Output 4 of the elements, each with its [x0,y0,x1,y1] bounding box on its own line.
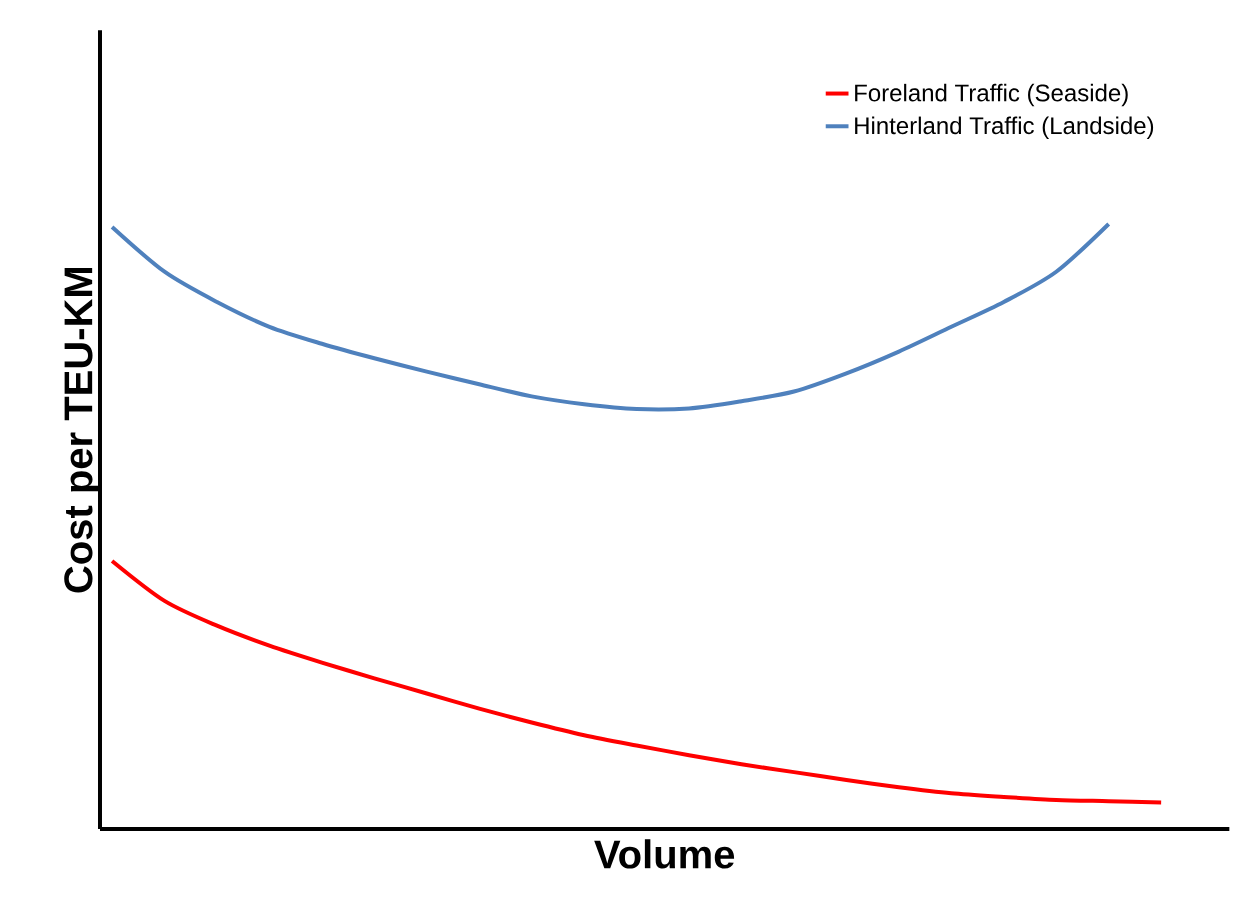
legend-label: Hinterland Traffic (Landside) [855,116,1154,139]
legend-label: Foreland Traffic (Seaside) [855,83,1128,107]
x-axis-title: Volume [594,839,735,869]
y-axis-title: Cost per TEU-KM [64,267,101,593]
